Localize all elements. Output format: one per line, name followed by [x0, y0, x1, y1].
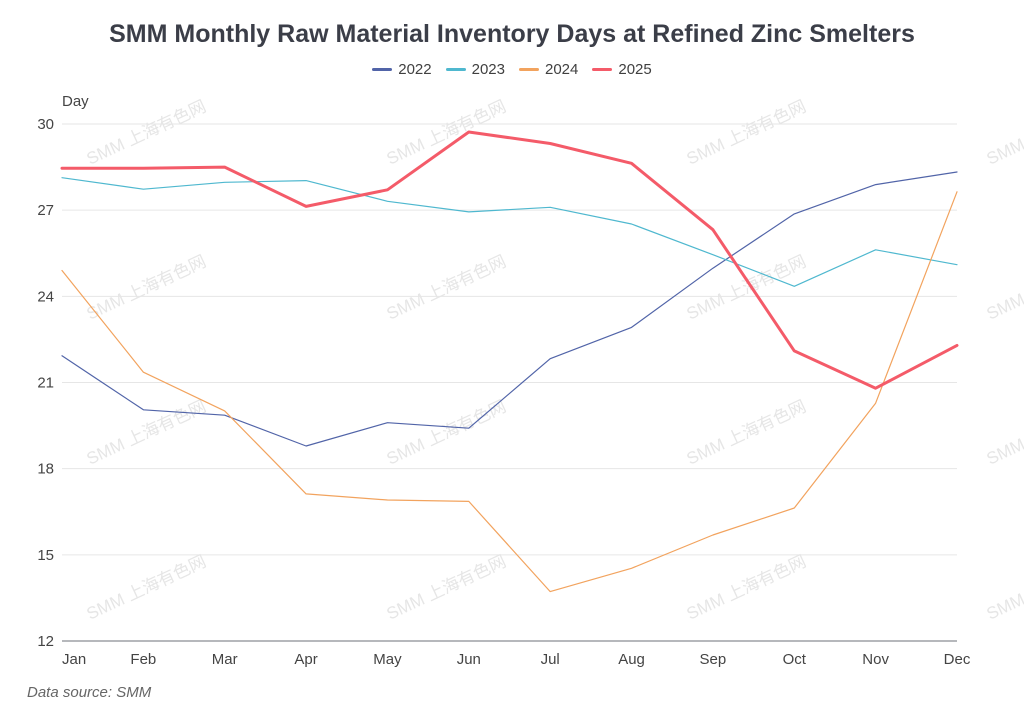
- watermark-text: SMM 上海有色网: [84, 97, 209, 169]
- x-tick-label: Jan: [62, 651, 86, 668]
- watermark-text: SMM 上海有色网: [84, 552, 209, 624]
- legend-label-2023: 2023: [471, 61, 505, 78]
- legend: 2022 2023 2024 2025: [0, 61, 1024, 78]
- watermark-layer: SMM 上海有色网 SMM 上海有色网 SMM 上海有色网 SMM 上海有色网 SMM …: [84, 97, 1024, 624]
- grid-layer: [62, 123, 957, 556]
- watermark-text: SMM 上海有色网: [384, 97, 509, 169]
- watermark-text: SMM 上海有色网: [384, 252, 509, 324]
- legend-item-2025[interactable]: 2025: [592, 61, 652, 78]
- y-tick-label: 30: [37, 116, 54, 133]
- watermark-text: SMM 上海有色网: [684, 397, 809, 469]
- y-tick-label: 24: [37, 288, 54, 305]
- watermark-text: SMM 上海有色网: [684, 97, 809, 169]
- legend-item-2022[interactable]: 2022: [372, 61, 432, 78]
- x-tick-label: Oct: [783, 651, 807, 668]
- x-tick-label: Apr: [294, 651, 317, 668]
- x-tick-label: Jun: [457, 651, 481, 668]
- series-line-2023: [61, 177, 958, 287]
- watermark-text: SMM 上海有色网: [84, 397, 209, 469]
- y-tick-label: 27: [37, 202, 54, 219]
- series-line-2024: [61, 191, 958, 593]
- watermark-text: SMM 上海有色网: [984, 552, 1024, 624]
- y-tick-label: 15: [37, 547, 54, 564]
- watermark-text: SMM 上海有色网: [684, 552, 809, 624]
- legend-swatch-2023: [445, 68, 466, 71]
- legend-swatch-2025: [592, 68, 613, 71]
- watermark-text: SMM 上海有色网: [384, 397, 509, 469]
- x-tick-label: Dec: [944, 651, 971, 668]
- axes-layer: 12 15 18 21 24 27 30 Day Jan Feb Mar Apr May Jun Jul Au…: [37, 93, 971, 668]
- legend-label-2022: 2022: [398, 61, 432, 78]
- chart-title: SMM Monthly Raw Material Inventory Days …: [109, 20, 915, 48]
- watermark-text: SMM 上海有色网: [684, 252, 809, 324]
- x-tick-label: Aug: [618, 651, 645, 668]
- x-tick-label: Sep: [700, 651, 727, 668]
- watermark-text: SMM 上海有色网: [984, 397, 1024, 469]
- x-tick-label: Jul: [541, 651, 560, 668]
- watermark-text: SMM 上海有色网: [84, 252, 209, 324]
- data-source-note: Data source: SMM: [27, 684, 152, 701]
- y-tick-label: 12: [37, 633, 54, 650]
- x-tick-label: May: [373, 651, 402, 668]
- legend-item-2023[interactable]: 2023: [445, 61, 505, 78]
- series-layer: [60, 130, 959, 593]
- series-line-2025: [60, 130, 959, 390]
- x-tick-label: Nov: [862, 651, 889, 668]
- watermark-text: SMM 上海有色网: [984, 252, 1024, 324]
- x-tick-label: Mar: [212, 651, 238, 668]
- series-line-2022: [61, 171, 958, 447]
- legend-swatch-2022: [372, 68, 393, 71]
- legend-label-2024: 2024: [545, 61, 579, 78]
- y-axis-label: Day: [62, 93, 89, 110]
- watermark-text: SMM 上海有色网: [384, 552, 509, 624]
- x-tick-label: Feb: [130, 651, 156, 668]
- legend-item-2024[interactable]: 2024: [519, 61, 578, 78]
- y-tick-label: 18: [37, 461, 54, 478]
- legend-label-2025: 2025: [618, 61, 652, 78]
- y-tick-label: 21: [37, 375, 54, 392]
- legend-swatch-2024: [519, 68, 539, 71]
- watermark-text: SMM 上海有色网: [984, 97, 1024, 169]
